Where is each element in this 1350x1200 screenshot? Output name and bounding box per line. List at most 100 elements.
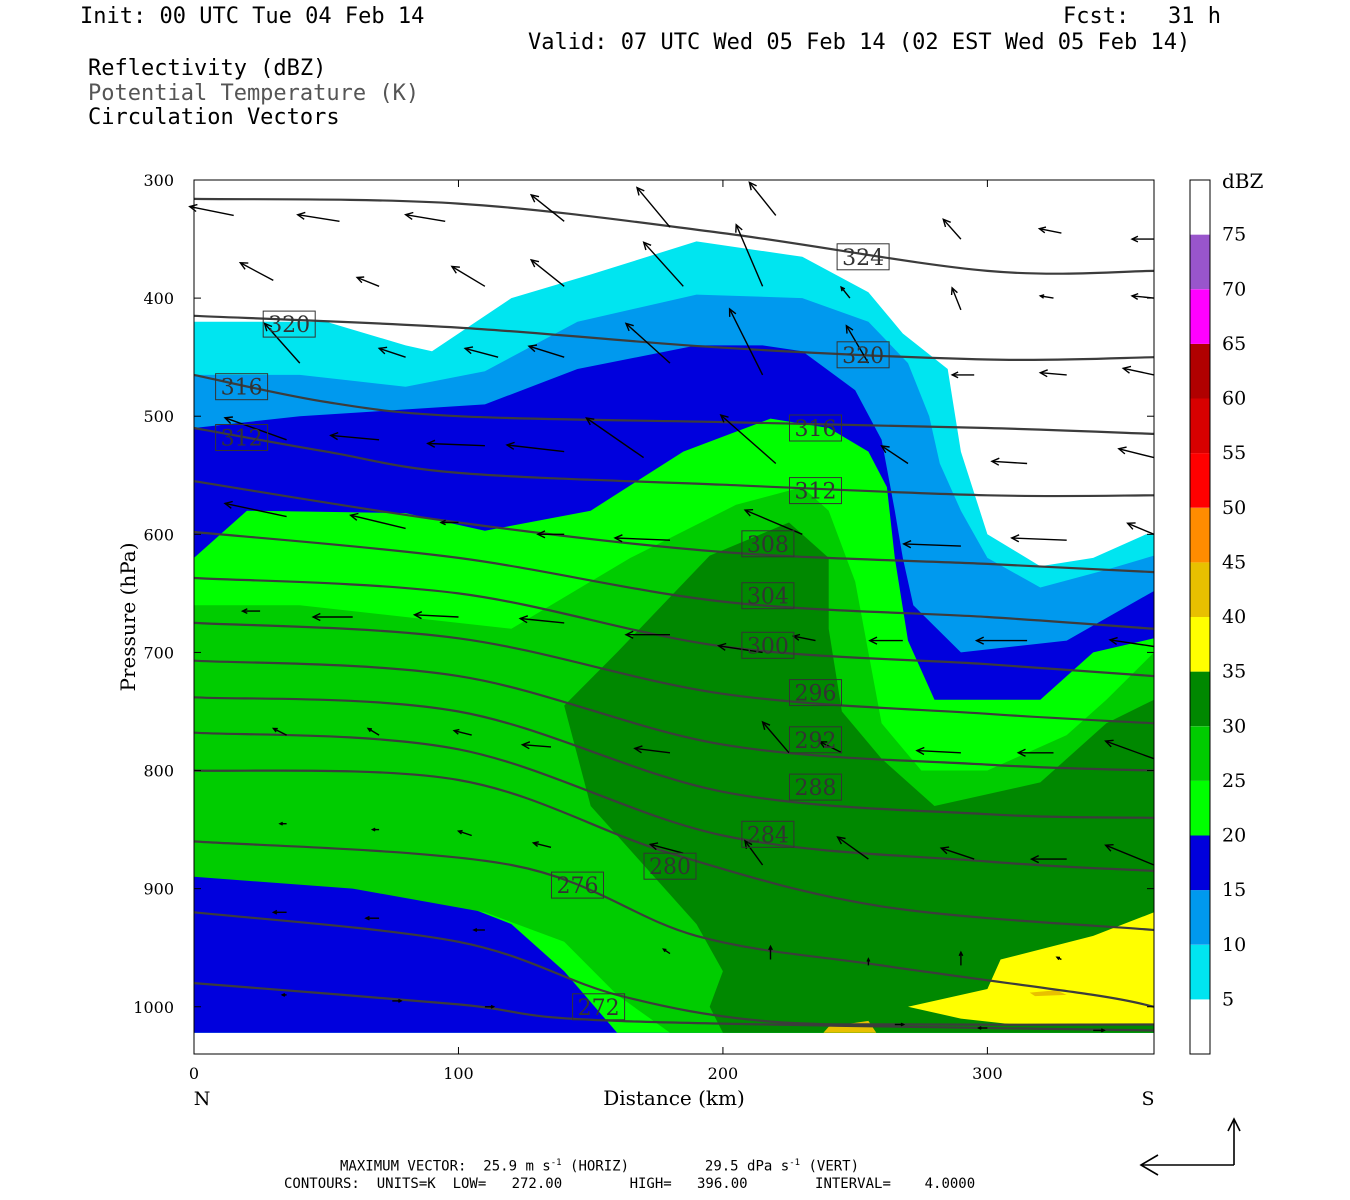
contour-label-text: 272 [578, 996, 620, 1021]
vector-head [426, 439, 436, 448]
colorbar-swatch [1190, 343, 1210, 399]
vector-head [1117, 446, 1127, 455]
contour-label-box [262, 310, 316, 338]
circulation-vector [520, 741, 552, 750]
vector-head [902, 540, 912, 549]
max-vert-value: 29.5 dPa s [704, 1158, 790, 1175]
vector-shaft [586, 417, 644, 459]
colorbar-label: 20 [1222, 825, 1246, 847]
vector-head [1010, 534, 1020, 543]
circulation-vector [1029, 854, 1067, 864]
circulation-vector [1038, 294, 1054, 299]
circulation-vector [518, 615, 565, 624]
colorbar-swatch [1190, 671, 1210, 727]
contour-label-box [789, 414, 842, 442]
contour-label-box [836, 341, 890, 369]
contour-label-text: 316 [795, 417, 837, 442]
colorbar-title: dBZ [1222, 169, 1264, 193]
circulation-vector [472, 927, 485, 933]
x-tick-label: 100 [443, 1064, 474, 1083]
vector-shaft [330, 434, 380, 441]
contour-label-box [572, 993, 626, 1021]
circulation-vector [1108, 636, 1155, 648]
colorbar-swatch [1190, 726, 1210, 781]
field-circulation-vectors: Circulation Vectors [88, 105, 340, 130]
theta-contour-292 [193, 659, 1155, 772]
vector-shaft [951, 287, 962, 311]
colorbar-label: 10 [1222, 934, 1246, 956]
theta-contour-304 [193, 530, 1155, 630]
circulation-vector [743, 509, 803, 535]
vector-head [412, 611, 423, 620]
y-tick-label: 900 [143, 880, 174, 899]
vector-head [942, 218, 951, 228]
vector-shaft [845, 325, 870, 364]
vector-head [719, 414, 729, 423]
circulation-vector [426, 439, 485, 448]
contour-label-box [741, 530, 795, 558]
vector-head [900, 1022, 906, 1027]
theta-contour-308 [193, 480, 1155, 574]
vector-head [364, 915, 370, 921]
vector-head [866, 957, 871, 962]
vector-shaft [819, 741, 843, 754]
vector-head [366, 727, 373, 733]
contour-label-box [789, 726, 842, 754]
theta-contour-316 [193, 373, 1155, 435]
contour-label-text: 324 [842, 246, 884, 271]
x-end-label-south: S [1141, 1088, 1154, 1110]
forecast-label: Fcst: [1063, 4, 1130, 29]
reflectivity-regions [194, 241, 1154, 1033]
circulation-vector [1121, 365, 1155, 376]
circulation-vector [716, 642, 763, 654]
vector-head [529, 258, 540, 268]
colorbar-label: 25 [1222, 770, 1246, 792]
contour-label-text: 312 [795, 480, 837, 505]
circulation-vector [392, 998, 403, 1003]
contour-label-text: 316 [221, 376, 263, 401]
contour-label-296: 296 [789, 679, 842, 707]
vector-shaft [528, 345, 565, 358]
colorbar-label: 70 [1222, 278, 1246, 300]
colorbar-label: 15 [1222, 879, 1246, 901]
vector-head [585, 417, 595, 426]
plot-frame [193, 179, 1155, 1055]
circulation-vector [1126, 522, 1155, 535]
circulation-vector [529, 258, 565, 287]
contour-label-text: 284 [747, 823, 789, 848]
contour-label-300: 300 [741, 631, 795, 659]
circulation-vector [728, 307, 764, 376]
vector-shaft [350, 514, 406, 530]
vector-head [840, 285, 846, 292]
circulation-vector [974, 636, 1028, 645]
colorbar-label: 55 [1222, 442, 1246, 464]
contour-label-284: 284 [741, 820, 795, 848]
vector-head [743, 509, 754, 517]
vector-shaft [720, 414, 777, 465]
vector-shaft [1105, 740, 1155, 760]
y-tick-label: 1000 [133, 998, 174, 1017]
vector-head [1029, 854, 1040, 864]
theta-contour-276 [193, 840, 1155, 1008]
vector-head [744, 839, 753, 849]
y-tick-label: 800 [143, 762, 174, 781]
vector-head [880, 445, 890, 454]
colorbar-swatch [1190, 289, 1210, 344]
field-potential-temperature: Potential Temperature (K) [88, 81, 420, 106]
circulation-vector [613, 534, 671, 543]
field-reflectivity: Reflectivity (dBZ) [88, 56, 327, 81]
vector-head [238, 262, 249, 270]
circulation-vector [894, 1022, 906, 1027]
vector-shaft [903, 543, 961, 547]
circulation-vector [271, 909, 287, 915]
vector-shaft [744, 509, 803, 535]
theta-contour-288 [193, 696, 1155, 819]
colorbar-label: 75 [1222, 224, 1246, 246]
theta-contour-272 [193, 911, 1155, 1026]
circulation-vector [958, 950, 964, 966]
vector-head [463, 346, 474, 355]
circulation-vector [296, 211, 340, 222]
contour-label-312: 312 [789, 477, 842, 505]
reflectivity-region-35dbz [908, 912, 1154, 1025]
vector-head [990, 457, 1000, 466]
